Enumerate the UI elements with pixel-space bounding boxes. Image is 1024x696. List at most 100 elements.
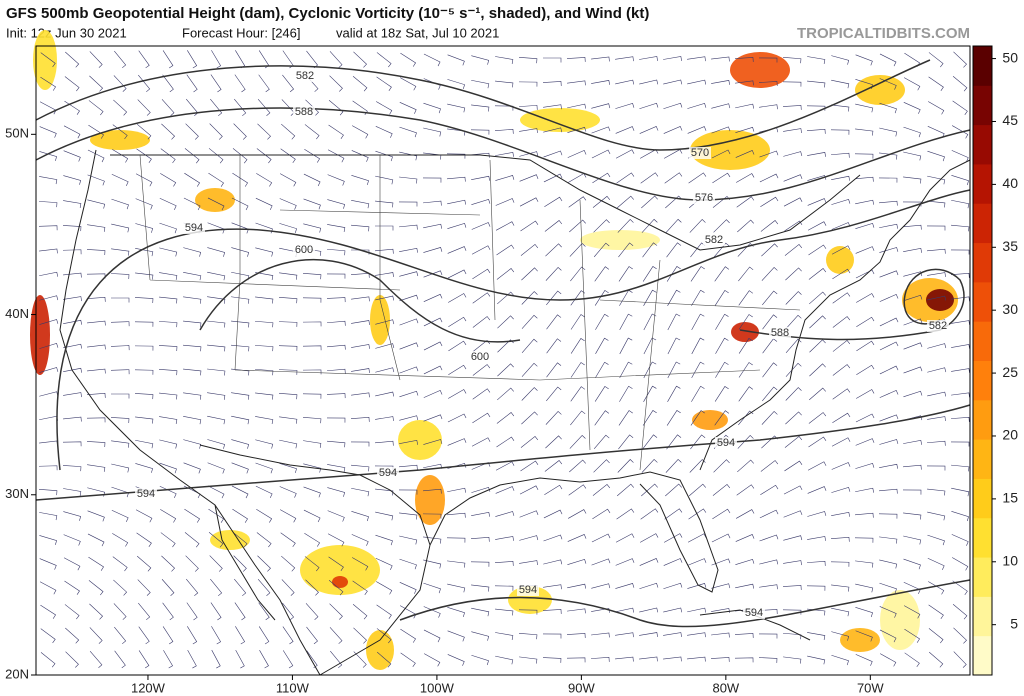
wind-barb bbox=[159, 416, 178, 424]
wind-barb bbox=[423, 629, 441, 643]
wind-barb bbox=[760, 196, 779, 208]
wind-barb bbox=[497, 291, 514, 305]
wind-barb bbox=[738, 362, 753, 378]
wind-barb bbox=[927, 534, 945, 546]
wind-barb bbox=[138, 74, 151, 93]
wind-barb bbox=[640, 172, 659, 184]
wind-barb bbox=[279, 439, 298, 449]
wind-barb bbox=[567, 534, 587, 542]
wind-barb bbox=[619, 361, 633, 379]
wind-barb bbox=[87, 224, 106, 232]
wind-barb bbox=[471, 55, 490, 65]
vorticity-area bbox=[90, 130, 150, 150]
wind-barb bbox=[951, 320, 970, 326]
wind-barb bbox=[183, 392, 202, 400]
wind-barb bbox=[542, 657, 562, 663]
wind-barb bbox=[159, 369, 178, 376]
wind-barb bbox=[424, 653, 441, 667]
wind-barb bbox=[642, 242, 658, 258]
wind-barb bbox=[87, 510, 105, 522]
map-frame bbox=[35, 45, 971, 676]
wind-barb bbox=[423, 582, 441, 594]
wind-barb bbox=[855, 199, 875, 205]
wind-barb bbox=[690, 266, 705, 282]
wind-barb bbox=[615, 583, 635, 589]
y-tick-label: 50N bbox=[5, 126, 29, 141]
wind-barb bbox=[761, 410, 778, 425]
wind-barb bbox=[352, 100, 368, 116]
wind-barb bbox=[738, 314, 753, 330]
wind-barb bbox=[471, 654, 489, 666]
wind-barb bbox=[879, 536, 898, 544]
vorticity-area bbox=[730, 52, 790, 88]
wind-barb bbox=[211, 50, 222, 69]
colorbar-frame bbox=[972, 45, 993, 676]
wind-barb bbox=[39, 201, 58, 208]
wind-barb bbox=[928, 76, 944, 91]
wind-barb bbox=[305, 579, 319, 596]
vorticity-area bbox=[33, 30, 57, 90]
wind-barb bbox=[928, 581, 945, 595]
wind-barb bbox=[376, 101, 393, 115]
wind-barb bbox=[65, 51, 80, 68]
wind-barb bbox=[927, 440, 946, 446]
wind-barb bbox=[231, 247, 250, 257]
wind-barb bbox=[809, 315, 826, 329]
wind-barb bbox=[591, 583, 611, 589]
wind-barb bbox=[375, 511, 394, 521]
wind-barb bbox=[543, 127, 563, 133]
wind-barb bbox=[808, 412, 827, 424]
wind-barb bbox=[832, 340, 851, 352]
wind-barb bbox=[711, 149, 731, 159]
colorbar-tick-label: 45 bbox=[1002, 112, 1018, 128]
colorbar-tick-label: 50 bbox=[1002, 49, 1018, 65]
wind-barb bbox=[735, 80, 754, 86]
wind-barb bbox=[447, 103, 466, 113]
wind-barb bbox=[591, 632, 610, 638]
wind-barb bbox=[542, 81, 562, 86]
wind-barb bbox=[691, 337, 705, 355]
wind-barb bbox=[87, 174, 105, 186]
wind-barb bbox=[39, 581, 57, 595]
wind-barb bbox=[351, 392, 370, 398]
wind-barb bbox=[903, 176, 922, 184]
wind-barb bbox=[592, 195, 611, 208]
wind-barb bbox=[568, 196, 587, 208]
wind-barb bbox=[783, 105, 802, 110]
wind-barb bbox=[87, 297, 106, 302]
wind-barb bbox=[447, 583, 466, 593]
wind-barb bbox=[210, 602, 222, 621]
wind-barb bbox=[855, 654, 873, 666]
wind-barb bbox=[134, 321, 154, 327]
contour-labels: 582 588 594 600 600 570 576 582 588 582 594 594 594 5… bbox=[135, 70, 949, 619]
wind-barb bbox=[783, 535, 803, 541]
wind-barb bbox=[831, 175, 850, 181]
wind-barb bbox=[832, 316, 851, 328]
wind-barb bbox=[495, 486, 515, 494]
wind-barb bbox=[643, 385, 657, 402]
wind-barb bbox=[326, 417, 346, 423]
wind-barb bbox=[135, 439, 154, 449]
vorticity-area bbox=[398, 420, 442, 460]
wind-barb bbox=[40, 652, 56, 668]
wind-barb bbox=[591, 56, 610, 62]
wind-barb bbox=[927, 200, 946, 208]
wind-barb bbox=[928, 628, 944, 644]
wind-barb bbox=[306, 650, 318, 669]
wind-barb bbox=[641, 218, 658, 233]
wind-barb bbox=[689, 459, 706, 473]
wind-barb bbox=[134, 345, 154, 351]
wind-barb bbox=[351, 487, 370, 497]
wind-barb bbox=[375, 440, 394, 446]
wind-barb bbox=[544, 484, 563, 496]
wind-barb bbox=[665, 483, 682, 497]
wind-barb bbox=[902, 201, 922, 207]
wind-barb bbox=[783, 560, 802, 566]
wind-barb bbox=[110, 369, 130, 375]
wind-barb bbox=[879, 152, 898, 160]
vorticity-area bbox=[415, 475, 445, 525]
wind-barb bbox=[255, 197, 273, 211]
wind-barb bbox=[903, 605, 921, 619]
wind-barb bbox=[519, 656, 538, 664]
wind-barb bbox=[496, 412, 515, 424]
